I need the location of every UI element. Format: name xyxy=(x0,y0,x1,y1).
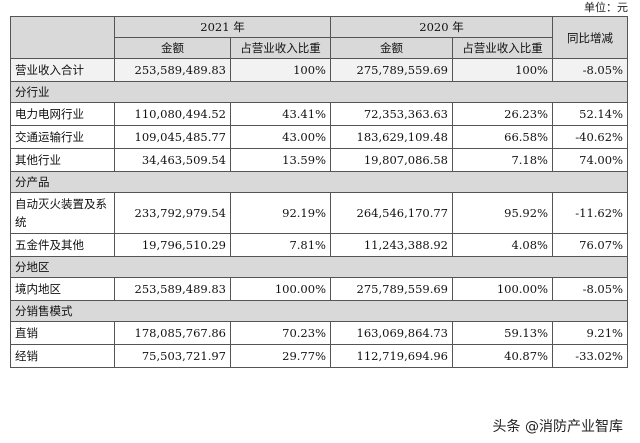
row-label: 经销 xyxy=(10,344,115,368)
yoy-change: 74.00% xyxy=(552,148,628,172)
total-ratio-2020: 100% xyxy=(452,58,553,82)
yoy-change: -8.05% xyxy=(552,277,628,301)
ratio-2021: 7.81% xyxy=(230,233,331,257)
ratio-2021: 92.19% xyxy=(230,192,331,234)
amount-2020: 275,789,559.69 xyxy=(330,277,453,301)
amount-2020: 19,807,086.58 xyxy=(330,148,453,172)
table-row: 境内地区 253,589,489.83 100.00% 275,789,559.… xyxy=(10,277,628,301)
row-label: 直销 xyxy=(10,321,115,345)
ratio-2021: 43.41% xyxy=(230,102,331,126)
total-amount-2020: 275,789,559.69 xyxy=(330,58,453,82)
row-label: 电力电网行业 xyxy=(10,102,115,126)
section-title: 分行业 xyxy=(10,81,628,103)
amount-2020: 183,629,109.48 xyxy=(330,125,453,149)
amount-2021: 109,045,485.77 xyxy=(114,125,231,149)
table-row: 经销 75,503,721.97 29.77% 112,719,694.96 4… xyxy=(10,344,628,368)
amount-2020: 72,353,363.63 xyxy=(330,102,453,126)
section-row: 分地区 xyxy=(10,256,628,278)
amount-2020: 11,243,388.92 xyxy=(330,233,453,257)
header-row-columns: 金额 占营业收入比重 金额 占营业收入比重 xyxy=(11,37,628,59)
ratio-2020: 66.58% xyxy=(452,125,553,149)
table-row: 其他行业 34,463,509.54 13.59% 19,807,086.58 … xyxy=(10,148,628,172)
yoy-change: 76.07% xyxy=(552,233,628,257)
header-blank-cell xyxy=(10,16,115,59)
header-amount-2020: 金额 xyxy=(330,37,453,59)
yoy-change: 52.14% xyxy=(552,102,628,126)
ratio-2021: 100.00% xyxy=(230,277,331,301)
total-amount-2021: 253,589,489.83 xyxy=(114,58,231,82)
ratio-2021: 43.00% xyxy=(230,125,331,149)
unit-label: 单位：元 xyxy=(584,1,628,14)
ratio-2021: 70.23% xyxy=(230,321,331,345)
yoy-change: 9.21% xyxy=(552,321,628,345)
total-ratio-2021: 100% xyxy=(230,58,331,82)
row-label: 其他行业 xyxy=(10,148,115,172)
amount-2021: 233,792,979.54 xyxy=(114,192,231,234)
ratio-2020: 40.87% xyxy=(452,344,553,368)
row-label: 境内地区 xyxy=(10,277,115,301)
ratio-2020: 4.08% xyxy=(452,233,553,257)
amount-2021: 178,085,767.86 xyxy=(114,321,231,345)
header-year-2020: 2020 年 xyxy=(330,16,553,38)
total-yoy: -8.05% xyxy=(552,58,628,82)
yoy-change: -33.02% xyxy=(552,344,628,368)
section-row: 分行业 xyxy=(10,81,628,103)
row-label: 自动灭火装置及系统 xyxy=(10,192,115,234)
section-title: 分地区 xyxy=(10,256,628,278)
row-label: 交通运输行业 xyxy=(10,125,115,149)
row-label: 五金件及其他 xyxy=(10,233,115,257)
table-row: 自动灭火装置及系统 233,792,979.54 92.19% 264,546,… xyxy=(10,192,628,234)
amount-2021: 75,503,721.97 xyxy=(114,344,231,368)
ratio-2020: 100.00% xyxy=(452,277,553,301)
header-row-years: 2021 年 2020 年 同比增减 xyxy=(10,16,628,59)
table-row: 五金件及其他 19,796,510.29 7.81% 11,243,388.92… xyxy=(10,233,628,257)
total-label: 营业收入合计 xyxy=(10,58,115,82)
header-ratio-2021: 占营业收入比重 xyxy=(230,37,331,59)
ratio-2020: 95.92% xyxy=(452,192,553,234)
amount-2020: 112,719,694.96 xyxy=(330,344,453,368)
amount-2021: 19,796,510.29 xyxy=(114,233,231,257)
table-row: 交通运输行业 109,045,485.77 43.00% 183,629,109… xyxy=(10,125,628,149)
section-title: 分产品 xyxy=(10,171,628,193)
ratio-2021: 13.59% xyxy=(230,148,331,172)
yoy-change: -11.62% xyxy=(552,192,628,234)
header-yoy: 同比增减 xyxy=(552,16,628,59)
total-row: 营业收入合计 253,589,489.83 100% 275,789,559.6… xyxy=(10,58,628,82)
amount-2021: 253,589,489.83 xyxy=(114,277,231,301)
header-ratio-2020: 占营业收入比重 xyxy=(452,37,553,59)
table-row: 直销 178,085,767.86 70.23% 163,069,864.73 … xyxy=(10,321,628,345)
table-row: 电力电网行业 110,080,494.52 43.41% 72,353,363.… xyxy=(10,102,628,126)
revenue-table: 2021 年 2020 年 同比增减 金额 占营业收入比重 金额 占营业收入比重… xyxy=(10,16,628,368)
header-year-2021: 2021 年 xyxy=(114,16,331,38)
ratio-2020: 59.13% xyxy=(452,321,553,345)
source-watermark: 头条 @消防产业智库 xyxy=(489,415,626,437)
ratio-2021: 29.77% xyxy=(230,344,331,368)
amount-2020: 163,069,864.73 xyxy=(330,321,453,345)
amount-2021: 34,463,509.54 xyxy=(114,148,231,172)
amount-2020: 264,546,170.77 xyxy=(330,192,453,234)
ratio-2020: 26.23% xyxy=(452,102,553,126)
amount-2021: 110,080,494.52 xyxy=(114,102,231,126)
header-amount-2021: 金额 xyxy=(114,37,231,59)
section-title: 分销售模式 xyxy=(10,300,628,322)
yoy-change: -40.62% xyxy=(552,125,628,149)
ratio-2020: 7.18% xyxy=(452,148,553,172)
section-row: 分销售模式 xyxy=(10,300,628,322)
section-row: 分产品 xyxy=(10,171,628,193)
